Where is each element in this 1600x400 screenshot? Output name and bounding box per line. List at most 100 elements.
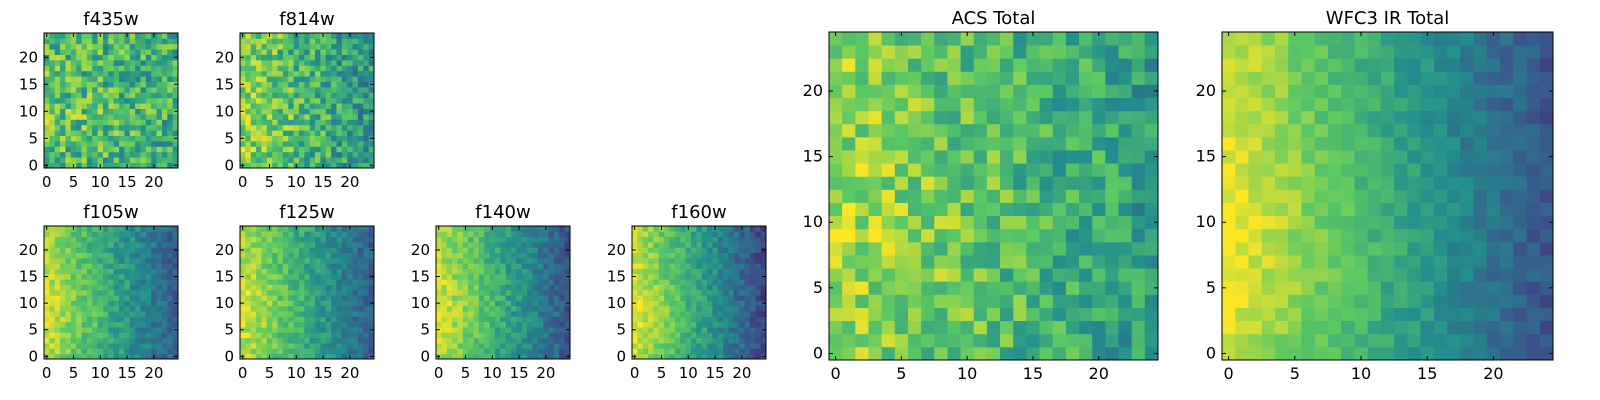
heatmap-cell bbox=[868, 97, 883, 112]
heatmap-cell bbox=[532, 231, 539, 238]
heatmap-cell bbox=[842, 58, 856, 72]
heatmap-cell bbox=[1131, 307, 1146, 322]
heatmap-cell bbox=[320, 92, 327, 99]
heatmap-cell bbox=[341, 284, 348, 291]
heatmap-cell bbox=[1460, 294, 1474, 308]
heatmap-cell bbox=[54, 76, 61, 82]
heatmap-cell bbox=[113, 252, 120, 259]
heatmap-cell bbox=[505, 241, 512, 248]
heatmap-cell bbox=[49, 81, 56, 88]
heatmap-cell bbox=[1092, 176, 1106, 190]
heatmap-cell bbox=[947, 45, 961, 59]
heatmap-cell bbox=[728, 305, 735, 312]
heatmap-cell bbox=[548, 321, 555, 328]
heatmap-cell bbox=[744, 252, 751, 259]
heatmap-cell bbox=[696, 300, 703, 307]
heatmap-cell bbox=[701, 252, 708, 259]
heatmap-cell bbox=[325, 311, 332, 317]
heatmap-cell bbox=[947, 228, 961, 243]
heatmap-cell bbox=[532, 337, 539, 344]
heatmap-cell bbox=[1341, 150, 1355, 164]
heatmap-cell bbox=[135, 76, 141, 82]
heatmap-cell bbox=[245, 81, 252, 88]
heatmap-cell bbox=[277, 257, 284, 264]
heatmap-cell bbox=[648, 305, 654, 312]
heatmap-cell bbox=[363, 279, 370, 285]
heatmap-cell bbox=[156, 97, 163, 104]
heatmap-cell bbox=[54, 146, 61, 153]
heatmap-cell bbox=[1367, 268, 1382, 282]
heatmap-cell bbox=[44, 49, 50, 55]
heatmap-cell bbox=[537, 231, 544, 238]
heatmap-cell bbox=[304, 151, 311, 158]
heatmap-cell bbox=[1039, 241, 1054, 256]
heatmap-cell bbox=[363, 311, 370, 317]
heatmap-cell bbox=[81, 49, 88, 55]
heatmap-cell bbox=[256, 141, 262, 147]
heatmap-cell bbox=[960, 150, 975, 164]
heatmap-cell bbox=[119, 97, 125, 104]
heatmap-cell bbox=[97, 268, 104, 275]
heatmap-cell bbox=[934, 307, 948, 322]
heatmap-cell bbox=[674, 316, 681, 323]
heatmap-cell bbox=[749, 268, 756, 275]
heatmap-cell bbox=[564, 252, 571, 259]
heatmap-cell bbox=[462, 279, 469, 285]
heatmap-cell bbox=[473, 226, 480, 232]
heatmap-cell bbox=[723, 332, 729, 339]
heatmap-cell bbox=[65, 103, 72, 109]
heatmap-cell bbox=[457, 231, 464, 238]
heatmap-cell bbox=[298, 97, 305, 104]
heatmap-cell bbox=[690, 321, 697, 328]
heatmap-cell bbox=[664, 247, 670, 253]
heatmap-cell bbox=[669, 348, 676, 355]
heatmap-cell bbox=[161, 97, 168, 104]
heatmap-cell bbox=[65, 247, 72, 253]
heatmap-cell bbox=[250, 33, 257, 39]
heatmap-cell bbox=[755, 305, 762, 312]
heatmap-cell bbox=[755, 231, 762, 238]
heatmap-cell bbox=[331, 103, 337, 109]
heatmap-cell bbox=[341, 300, 348, 307]
heatmap-cell bbox=[76, 353, 82, 360]
heatmap-cell bbox=[167, 43, 174, 50]
heatmap-cell bbox=[135, 263, 141, 269]
heatmap-cell bbox=[135, 343, 141, 349]
heatmap-cell bbox=[347, 81, 353, 88]
heatmap-cell bbox=[86, 141, 93, 147]
heatmap-cell bbox=[135, 33, 141, 39]
heatmap-cell bbox=[881, 163, 896, 177]
heatmap-cell bbox=[462, 311, 469, 317]
heatmap-cell bbox=[760, 348, 767, 355]
heatmap-cell bbox=[256, 300, 262, 307]
heatmap-cell bbox=[140, 97, 147, 104]
heatmap-cell bbox=[309, 273, 316, 280]
heatmap-cell bbox=[315, 114, 321, 120]
heatmap-cell bbox=[1288, 268, 1302, 282]
heatmap-cell bbox=[108, 81, 115, 88]
heatmap-cell bbox=[1394, 189, 1408, 203]
heatmap-cell bbox=[172, 268, 179, 275]
heatmap-cell bbox=[637, 236, 644, 243]
heatmap-cell bbox=[341, 327, 348, 333]
heatmap-cell bbox=[145, 151, 152, 158]
heatmap-cell bbox=[331, 353, 337, 360]
heatmap-cell bbox=[309, 263, 316, 269]
heatmap-cell bbox=[1460, 163, 1474, 177]
heatmap-cell bbox=[1460, 202, 1474, 217]
heatmap-cell bbox=[293, 263, 300, 269]
heatmap-cell bbox=[86, 124, 93, 131]
heatmap-cell bbox=[829, 215, 843, 230]
heatmap-cell bbox=[341, 114, 348, 120]
heatmap-cell bbox=[1026, 110, 1040, 125]
heatmap-cell bbox=[559, 337, 566, 344]
heatmap-cell bbox=[674, 337, 681, 344]
heatmap-cell bbox=[288, 157, 294, 163]
heatmap-cell bbox=[102, 108, 109, 115]
heatmap-cell bbox=[707, 311, 713, 317]
heatmap-cell bbox=[516, 257, 523, 264]
heatmap-cell bbox=[266, 236, 273, 243]
heatmap-cell bbox=[44, 284, 50, 291]
heatmap-cell bbox=[760, 332, 767, 339]
heatmap-cell bbox=[304, 263, 311, 269]
